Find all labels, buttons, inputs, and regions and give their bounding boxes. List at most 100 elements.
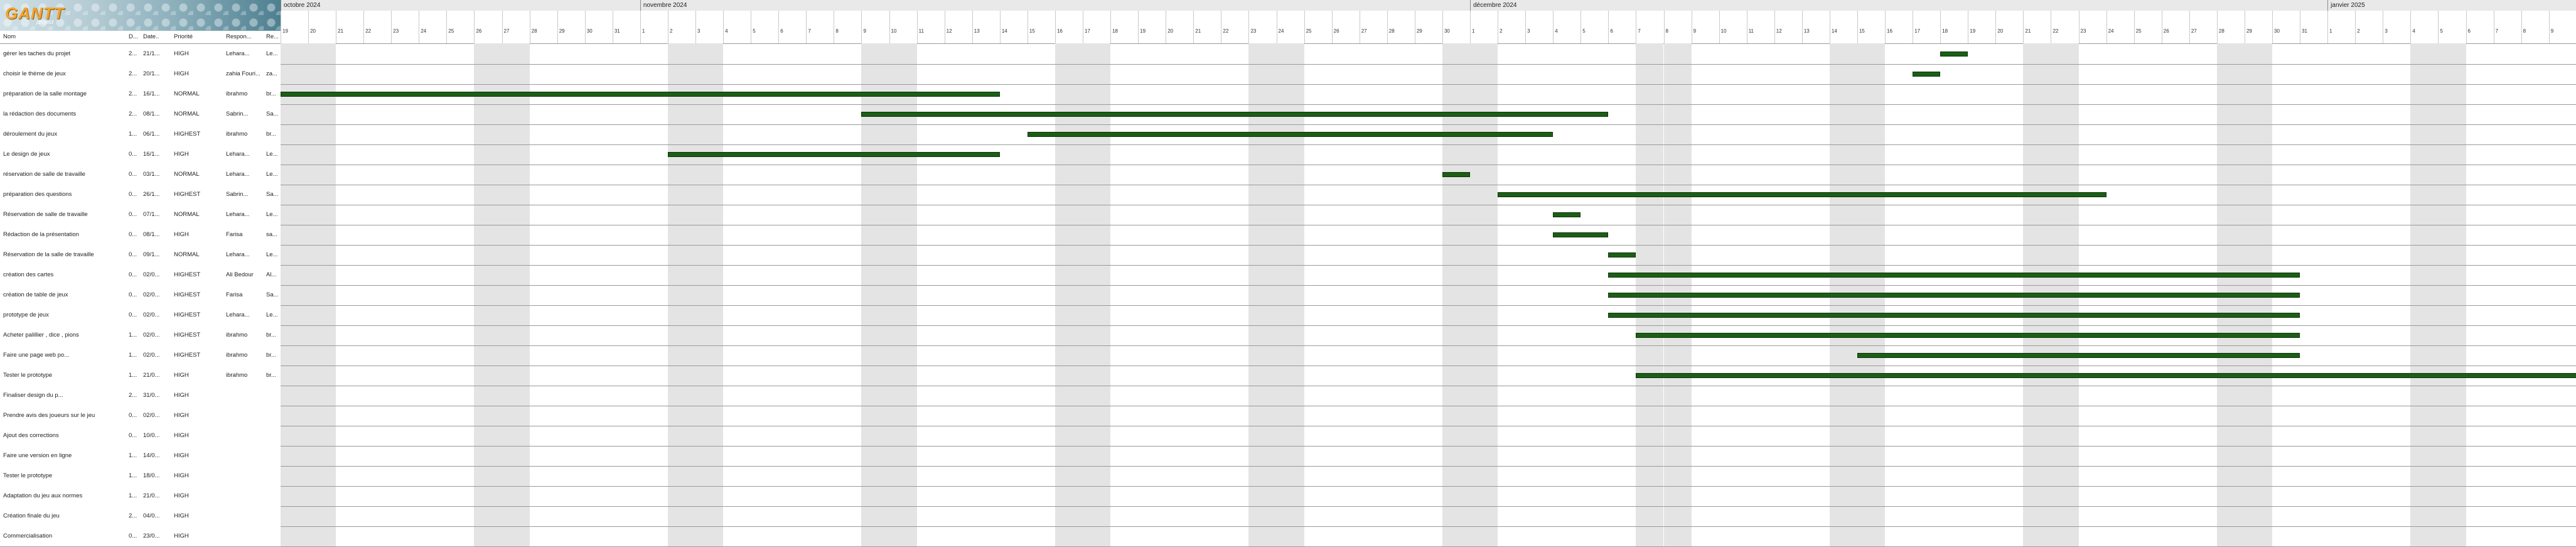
task-row[interactable]: Le design de jeux 0... 16/1... HIGH Lehara..… bbox=[0, 144, 281, 165]
day-cell: 4 bbox=[2410, 11, 2439, 43]
task-bar[interactable] bbox=[861, 112, 1609, 117]
task-bar[interactable] bbox=[1857, 353, 2300, 358]
task-bar[interactable] bbox=[1553, 212, 1581, 217]
day-cell: 16 bbox=[1055, 11, 1083, 43]
task-responsible: ibrahmo bbox=[226, 352, 248, 359]
task-bar[interactable] bbox=[1442, 172, 1470, 177]
task-duration: 0... bbox=[129, 412, 137, 419]
row-gridline bbox=[281, 245, 2576, 246]
task-row[interactable]: préparation de la salle montage 2... 16/1.… bbox=[0, 84, 281, 105]
task-priority: HIGHEST bbox=[174, 311, 201, 318]
task-row[interactable]: Commercialisation 0... 23/0... HIGH bbox=[0, 526, 281, 547]
column-header-responsible[interactable]: Respon... bbox=[226, 33, 252, 40]
task-row[interactable]: Faire une version en ligne 1... 14/0... HIG… bbox=[0, 446, 281, 467]
task-row[interactable]: Réservation de la salle de travaille 0...… bbox=[0, 245, 281, 266]
task-row[interactable]: gérer les taches du projet 2... 21/1... HIG… bbox=[0, 44, 281, 65]
task-date: 02/0... bbox=[143, 352, 159, 359]
task-responsible: Lehara... bbox=[226, 151, 250, 158]
gantt-chart[interactable]: octobre 2024 novembre 2024 décembre 2024 ja… bbox=[281, 0, 2576, 547]
task-row[interactable]: Ajout des corrections 0... 10/0... HIGH bbox=[0, 426, 281, 447]
task-bar[interactable] bbox=[1608, 273, 2300, 278]
day-number: 8 bbox=[835, 28, 839, 34]
task-bar[interactable] bbox=[667, 152, 1000, 157]
day-number: 21 bbox=[338, 28, 344, 34]
task-duration: 2... bbox=[129, 512, 137, 519]
column-header-name[interactable]: Nom bbox=[3, 33, 16, 40]
task-duration: 0... bbox=[129, 171, 137, 178]
weekend-column bbox=[2410, 43, 2439, 547]
column-header-priority[interactable]: Priorité bbox=[174, 33, 193, 40]
task-row[interactable]: la rédaction des documents 2... 08/1... NOR… bbox=[0, 104, 281, 125]
task-bar[interactable] bbox=[1913, 72, 1941, 77]
task-row[interactable]: déroulement du jeux 1... 06/1... HIGHEST ibr… bbox=[0, 124, 281, 145]
task-duration: 1... bbox=[129, 472, 137, 479]
task-row[interactable]: Finaliser design du p... 2... 31/0... HIGH bbox=[0, 386, 281, 406]
day-number: 10 bbox=[891, 28, 897, 34]
task-name: Finaliser design du p... bbox=[3, 392, 63, 399]
day-cell: 16 bbox=[1885, 11, 1913, 43]
task-bar[interactable] bbox=[1553, 232, 1609, 237]
task-name: Acheter palillier , dice , pions bbox=[3, 332, 79, 338]
column-header-resources[interactable]: Re... bbox=[266, 33, 279, 40]
day-number: 26 bbox=[2163, 28, 2169, 34]
task-row[interactable]: Prendre avis des joueurs sur le jeu 0... 0… bbox=[0, 406, 281, 426]
task-bar[interactable] bbox=[1608, 293, 2300, 298]
day-number: 4 bbox=[1555, 28, 1558, 34]
task-date: 14/0... bbox=[143, 452, 159, 459]
task-row[interactable]: Réservation de salle de travaille 0... 07/… bbox=[0, 205, 281, 225]
day-number: 6 bbox=[2467, 28, 2471, 34]
day-number: 4 bbox=[725, 28, 728, 34]
day-number: 19 bbox=[1140, 28, 1146, 34]
task-bar[interactable] bbox=[1608, 252, 1636, 257]
task-row[interactable]: Création finale du jeu 2... 04/0... HIGH bbox=[0, 506, 281, 527]
day-number: 4 bbox=[2412, 28, 2415, 34]
day-cell: 27 bbox=[502, 11, 530, 43]
task-bar[interactable] bbox=[1636, 333, 2300, 338]
task-row[interactable]: prototype de jeux 0... 02/0... HIGHEST Lehar… bbox=[0, 305, 281, 326]
day-cell: 22 bbox=[363, 11, 392, 43]
task-row[interactable]: préparation des questions 0... 26/1... HIGH… bbox=[0, 185, 281, 205]
task-row[interactable]: Acheter palillier , dice , pions 1... 02/0… bbox=[0, 325, 281, 346]
day-number: 24 bbox=[2108, 28, 2114, 34]
day-cell: 6 bbox=[2466, 11, 2494, 43]
task-bar[interactable] bbox=[1498, 192, 2106, 197]
task-duration: 2... bbox=[129, 50, 137, 57]
task-priority: HIGHEST bbox=[174, 291, 201, 298]
day-cell: 2 bbox=[1498, 11, 1526, 43]
day-cell: 19 bbox=[1968, 11, 1996, 43]
day-cell: 26 bbox=[2161, 11, 2190, 43]
day-number: 28 bbox=[531, 28, 537, 34]
task-duration: 0... bbox=[129, 191, 137, 198]
task-row[interactable]: création de table de jeux 0... 02/0... HIGH… bbox=[0, 285, 281, 306]
day-cell: 12 bbox=[944, 11, 973, 43]
task-row[interactable]: Rédaction de la présentation 0... 08/1... H… bbox=[0, 225, 281, 246]
task-priority: HIGH bbox=[174, 512, 189, 519]
task-responsible: Ali Bedour bbox=[226, 271, 254, 278]
task-bar[interactable] bbox=[1940, 51, 1968, 57]
task-duration: 0... bbox=[129, 211, 137, 218]
task-bar[interactable] bbox=[1636, 373, 2576, 378]
task-row[interactable]: Faire une page web po... 1... 02/0... HIGHE… bbox=[0, 345, 281, 366]
column-header-duration[interactable]: D... bbox=[129, 33, 138, 40]
day-number: 22 bbox=[1223, 28, 1229, 34]
weekend-column bbox=[502, 43, 530, 547]
column-header-date[interactable]: Date... bbox=[143, 33, 159, 40]
task-date: 04/0... bbox=[143, 512, 159, 519]
day-cell: 1 bbox=[640, 11, 668, 43]
task-row[interactable]: Tester le prototype 1... 21/0... HIGH ibrahm… bbox=[0, 366, 281, 386]
day-cell: 14 bbox=[1829, 11, 1858, 43]
task-row[interactable]: choisir le thème de jeux 2... 20/1... HIGH z… bbox=[0, 64, 281, 85]
task-row[interactable]: Adaptation du jeu aux normes 1... 21/0... H… bbox=[0, 486, 281, 507]
task-bar[interactable] bbox=[281, 92, 1000, 97]
day-cell: 23 bbox=[2078, 11, 2107, 43]
task-duration: 2... bbox=[129, 70, 137, 77]
day-number: 13 bbox=[974, 28, 980, 34]
task-bar[interactable] bbox=[1027, 132, 1554, 137]
task-row[interactable]: Tester le prototype 1... 18/0... HIGH bbox=[0, 466, 281, 487]
task-bar[interactable] bbox=[1608, 313, 2300, 318]
task-row[interactable]: réservation de salle de travaille 0... 03/… bbox=[0, 165, 281, 185]
task-row[interactable]: création des cartes 0... 02/0... HIGHEST Ali… bbox=[0, 265, 281, 286]
day-cell: 20 bbox=[1166, 11, 1194, 43]
month-label: décembre 2024 bbox=[1473, 2, 1517, 9]
day-number: 1 bbox=[2329, 28, 2332, 34]
